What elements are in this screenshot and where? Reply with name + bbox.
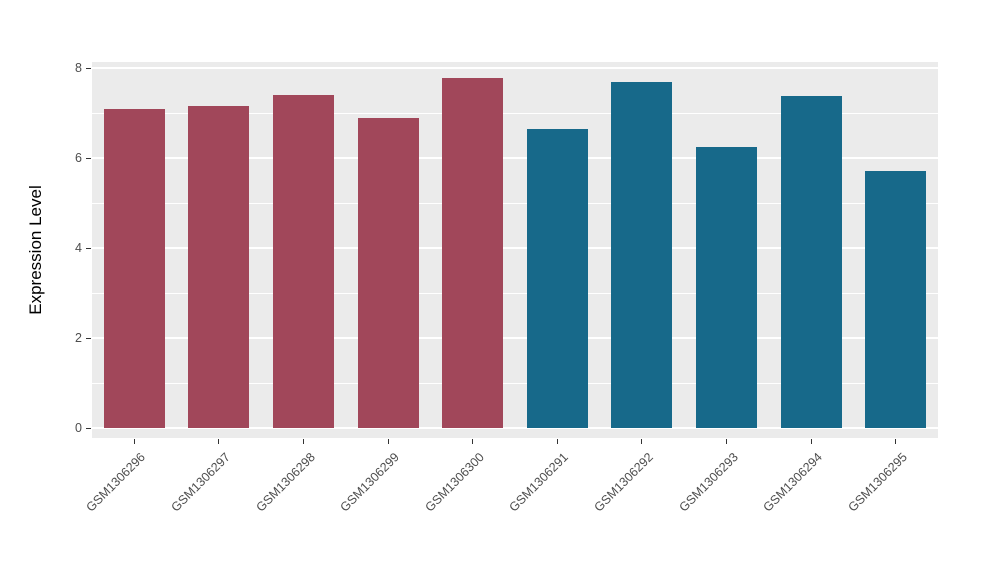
grid-line-major (92, 337, 938, 339)
x-tick-label: GSM1306293 (675, 450, 741, 515)
y-tick-mark (86, 157, 91, 159)
y-tick-mark (86, 247, 91, 249)
grid-line-major (92, 67, 938, 69)
grid-line-major (92, 157, 938, 159)
grid-line-minor (92, 202, 938, 204)
y-tick-label: 4 (75, 241, 82, 255)
x-tick-label: GSM1306294 (760, 450, 825, 515)
y-tick-mark (86, 67, 91, 69)
x-tick-label: GSM1306292 (591, 450, 656, 515)
bar (188, 106, 250, 428)
chart-panel (92, 62, 938, 438)
y-tick-mark (86, 427, 91, 429)
y-tick-label: 0 (75, 421, 82, 435)
grid-line-minor (92, 292, 938, 294)
y-axis-title: Expression Level (26, 185, 45, 315)
bar (442, 77, 504, 428)
x-tick-mark (810, 439, 812, 444)
bar (696, 146, 757, 428)
x-tick-label: GSM1306291 (506, 450, 572, 515)
bar (611, 81, 673, 428)
grid-line-minor (92, 112, 938, 114)
x-tick-mark (303, 439, 304, 444)
x-tick-mark (133, 439, 135, 444)
bar (865, 170, 927, 428)
x-tick-label: GSM1306300 (422, 450, 487, 515)
y-tick-label: 8 (75, 61, 82, 75)
x-tick-label: GSM1306298 (252, 450, 318, 515)
bar (273, 95, 334, 428)
y-tick-label: 6 (75, 151, 82, 165)
x-tick-label: GSM1306296 (83, 450, 149, 515)
x-tick-mark (641, 439, 643, 444)
x-tick-label: GSM1306299 (337, 450, 402, 515)
bar (526, 128, 588, 428)
x-tick-mark (472, 439, 474, 444)
grid-line-minor (92, 382, 938, 384)
x-tick-mark (895, 439, 897, 444)
grid-line-major (92, 427, 938, 429)
x-tick-label: GSM1306295 (845, 450, 910, 515)
y-tick-label: 2 (75, 331, 82, 345)
x-tick-mark (726, 439, 727, 444)
bar (103, 108, 165, 428)
x-tick-mark (556, 439, 558, 444)
y-tick-mark (86, 337, 91, 339)
bar (780, 95, 842, 428)
x-tick-label: GSM1306297 (168, 450, 233, 515)
bar (357, 117, 419, 428)
x-tick-mark (387, 439, 389, 444)
grid-line-major (92, 247, 938, 249)
x-tick-mark (218, 439, 220, 444)
